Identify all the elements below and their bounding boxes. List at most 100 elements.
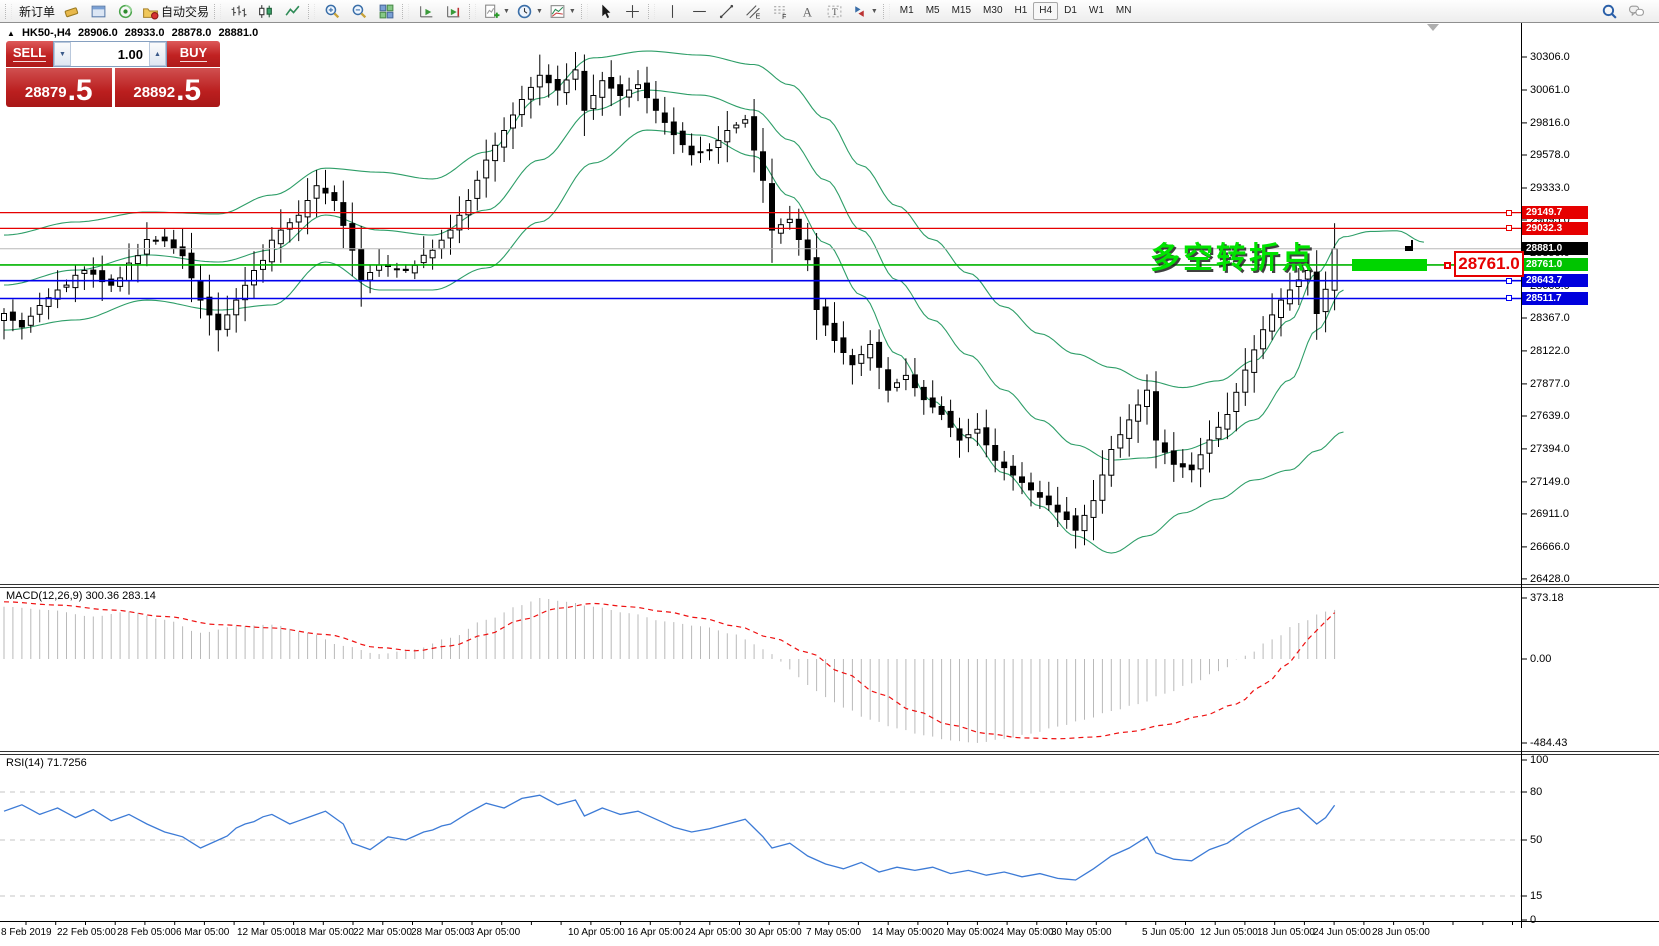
- buy-price-fraction: .5: [176, 74, 202, 107]
- vertical-line-button[interactable]: [659, 1, 686, 21]
- time-tick-label: 3 Apr 05:00: [469, 927, 521, 938]
- crosshair-button[interactable]: [619, 1, 646, 21]
- price-tick-label: 29816.0: [1530, 117, 1570, 129]
- dropdown-caret-icon: ▼: [503, 7, 510, 15]
- price-line-label: 29032.3: [1522, 222, 1588, 235]
- callout-anchor-square: [1444, 262, 1451, 269]
- toolbar: 新订单 自动交易 ▼ ▼ ▼ E F A T ▼ M1 M5 M15 M30 H1 H4 D1 W1 MN: [0, 0, 1659, 23]
- window-collapse-icon: ▲: [7, 29, 15, 38]
- rsi-indicator-label: RSI(14) 71.7256: [6, 757, 87, 769]
- time-tick-label: 18 Jun 05:00: [1257, 927, 1315, 938]
- timeframe-m30-button[interactable]: M30: [983, 5, 1003, 16]
- linechart-icon: [285, 5, 300, 16]
- timeframe-d1-button[interactable]: D1: [1064, 5, 1077, 16]
- toolbar-grip: [214, 3, 222, 19]
- buy-button[interactable]: BUY: [167, 41, 220, 67]
- autotrading-button-label: 自动交易: [161, 4, 210, 19]
- macd-tick-label: 0.00: [1530, 653, 1552, 665]
- time-tick-label: 7 May 05:00: [806, 927, 862, 938]
- market-watch-button[interactable]: [85, 1, 112, 21]
- line-anchor-square: [1506, 225, 1512, 231]
- new-order-button[interactable]: 新订单: [16, 1, 58, 21]
- sell-price-main: 28879: [24, 84, 67, 101]
- horizontal-line-button[interactable]: [686, 1, 713, 21]
- timeframe-mn-button[interactable]: MN: [1115, 5, 1132, 16]
- symbol-period: HK50-,H4: [21, 27, 71, 39]
- buy-price[interactable]: 28892 .5: [114, 68, 220, 107]
- new-order-button-label: 新订单: [19, 4, 56, 19]
- volume-decrease-button[interactable]: ▼: [54, 42, 71, 66]
- price-line-label: 29149.7: [1522, 206, 1588, 219]
- timeframe-w1-button[interactable]: W1: [1088, 5, 1104, 16]
- tile-icon: [379, 4, 394, 18]
- community-chat-button[interactable]: [1623, 1, 1650, 21]
- trendline-button[interactable]: [713, 1, 740, 21]
- time-tick-label: 18 Mar 05:00: [295, 927, 354, 938]
- time-tick-label: 16 Apr 05:00: [627, 927, 684, 938]
- price-tick-label: 26428.0: [1530, 573, 1570, 585]
- window-icon: [91, 5, 106, 17]
- bar-chart-button[interactable]: [225, 1, 252, 21]
- arrows-button[interactable]: ▼: [848, 1, 881, 21]
- time-tick-label: 8 Feb 2019: [1, 927, 52, 938]
- equidistant-channel-button[interactable]: E: [740, 1, 767, 21]
- chinese-annotation: 多空转折点: [1150, 242, 1315, 275]
- tile-windows-button[interactable]: [373, 1, 400, 21]
- fibonacci-button[interactable]: F: [767, 1, 794, 21]
- dropdown-caret-icon: ▼: [870, 7, 878, 15]
- timeframe-m15-button[interactable]: M15: [951, 5, 972, 16]
- search-button[interactable]: [1596, 1, 1623, 21]
- timeframe-m5-button[interactable]: M5: [925, 5, 940, 16]
- time-tick-label: 28 Feb 05:00: [117, 927, 176, 938]
- rsi-tick-label: 80: [1530, 786, 1543, 798]
- timeframe-m1-button[interactable]: M1: [899, 5, 914, 16]
- timeframe-h4-button[interactable]: H4: [1033, 2, 1059, 20]
- zoom-in-button[interactable]: [319, 1, 346, 21]
- time-tick-label: 22 Mar 05:00: [353, 927, 412, 938]
- svg-text:E: E: [755, 13, 760, 20]
- autotrading-icon: [143, 7, 159, 19]
- sell-price[interactable]: 28879 .5: [6, 68, 112, 107]
- rsi-tick-label: 15: [1530, 890, 1543, 902]
- fibo-icon: F: [773, 5, 786, 20]
- text-button[interactable]: A: [794, 1, 821, 21]
- auto-scroll-button[interactable]: [413, 1, 440, 21]
- svg-text:T: T: [832, 7, 838, 18]
- textlabel-icon: T: [827, 5, 842, 18]
- texta-icon: A: [803, 5, 813, 19]
- price-tick-label: 29333.0: [1530, 182, 1570, 194]
- dropdown-caret-icon: ▼: [535, 7, 543, 15]
- zoom-out-button[interactable]: [346, 1, 373, 21]
- styles-button[interactable]: [58, 1, 85, 21]
- price-tick-label: 26666.0: [1530, 541, 1570, 553]
- low-value: 28878.0: [171, 27, 212, 39]
- candlestick-chart-button[interactable]: [252, 1, 279, 21]
- volume-increase-button[interactable]: ▲: [149, 42, 166, 66]
- price-tick-label: 27639.0: [1530, 410, 1570, 422]
- text-label-button[interactable]: T: [821, 1, 848, 21]
- candles-icon: [259, 4, 272, 18]
- chat-icon: [1629, 5, 1644, 16]
- sell-price-fraction: .5: [67, 74, 93, 107]
- chart-shift-marker[interactable]: [1427, 24, 1439, 31]
- templates-button[interactable]: ▼: [546, 1, 579, 21]
- time-tick-label: 14 May 05:00: [872, 927, 933, 938]
- signals-button[interactable]: [112, 1, 139, 21]
- price-callout-box: 28761.0: [1454, 251, 1524, 277]
- line-chart-button[interactable]: [279, 1, 306, 21]
- close-value: 28881.0: [218, 27, 259, 39]
- periods-button[interactable]: ▼: [513, 1, 546, 21]
- autotrading-button[interactable]: 自动交易: [139, 1, 212, 21]
- price-tick-label: 30061.0: [1530, 84, 1570, 96]
- toolbar-grip: [580, 3, 588, 19]
- timeframe-h1-button[interactable]: H1: [1014, 5, 1028, 16]
- cursor-button[interactable]: [592, 1, 619, 21]
- rsi-tick-label: 100: [1530, 754, 1549, 766]
- high-value: 28933.0: [124, 27, 165, 39]
- new-chart-button[interactable]: ▼: [480, 1, 513, 21]
- time-tick-label: 24 Jun 05:00: [1313, 927, 1371, 938]
- sell-button[interactable]: SELL: [6, 41, 53, 67]
- chart-shift-button[interactable]: [440, 1, 467, 21]
- volume-input[interactable]: [71, 42, 149, 66]
